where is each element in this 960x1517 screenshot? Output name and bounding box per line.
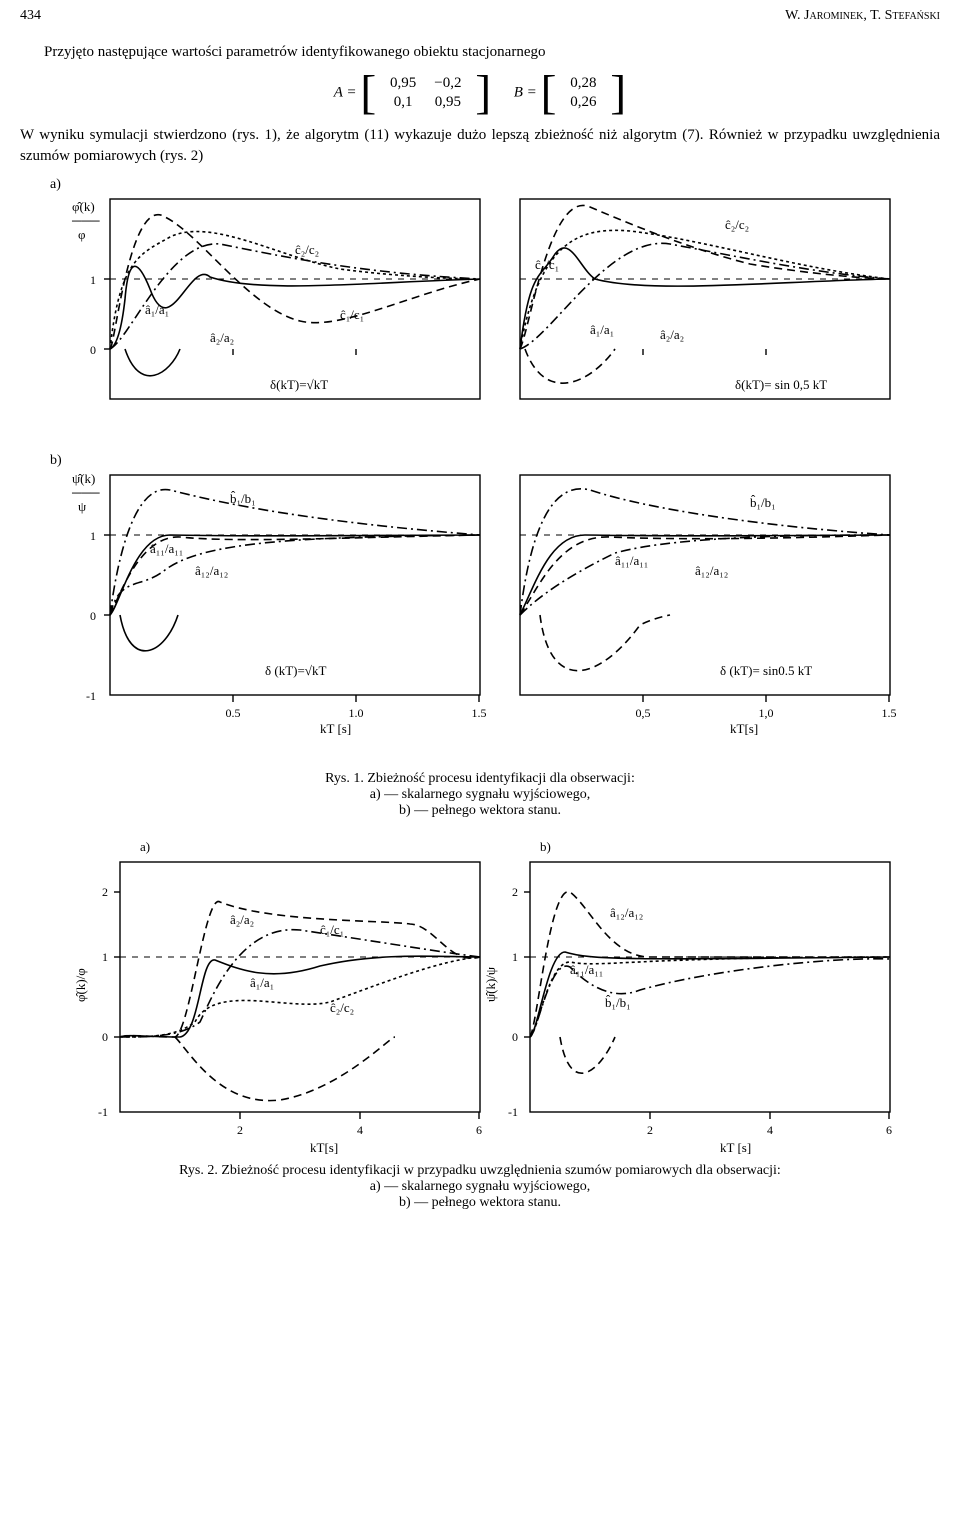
figure-2: a) b) 2 1 0 -1 â₂/a₂ ĉ₁/c₁ â₁/a bbox=[20, 837, 940, 1211]
B-00: 0,28 bbox=[562, 75, 604, 92]
bracket-close: ] bbox=[610, 73, 626, 113]
figure-1: a) 1 0 â₁/a₁ â₂/a₂ ĉ₁/c₁ ĉ₂/c₂ δ(kT)=√kT bbox=[20, 177, 940, 819]
fig1b-y0: 0 bbox=[90, 609, 96, 623]
f2r-a12: â₁₂/a₁₂ bbox=[610, 905, 643, 920]
f2-y1: 1 bbox=[102, 950, 108, 964]
bracket-close: ] bbox=[475, 73, 491, 113]
fig1b-delta-left: δ (kT)=√kT bbox=[265, 663, 326, 678]
f2r-x4: 4 bbox=[767, 1123, 773, 1137]
f2r-y2: 2 bbox=[512, 885, 518, 899]
f2-xlab-r: kT [s] bbox=[720, 1140, 751, 1155]
f1br-x10: 1,0 bbox=[759, 706, 774, 720]
fig1b-delta-right: δ (kT)= sin0.5 kT bbox=[720, 663, 812, 678]
paragraph-1: Przyjęto następujące wartości parametrów… bbox=[20, 42, 940, 63]
f2-ylab-b: ψ̂(k)/ψ bbox=[483, 967, 498, 1002]
f2-a2: â₂/a₂ bbox=[230, 912, 254, 927]
label-a1a1: â₁/a₁ bbox=[145, 302, 169, 317]
f1b-x10: 1.0 bbox=[349, 706, 364, 720]
f2-x2: 2 bbox=[237, 1123, 243, 1137]
fig1b-ylabel: ψ̂(k) ─── ψ bbox=[71, 471, 103, 514]
paragraph-2: W wyniku symulacji stwierdzono (rys. 1),… bbox=[20, 125, 940, 167]
page-header: 434 W. Jarominek, T. Stefański bbox=[20, 8, 940, 24]
fig1a-y0: 0 bbox=[90, 343, 96, 357]
fig1-caption: Rys. 1. Zbieżność procesu identyfikacji … bbox=[20, 771, 940, 819]
A-10: 0,1 bbox=[382, 94, 424, 111]
f2r-b1: b̂₁/b₁ bbox=[605, 995, 631, 1010]
f2r-y1: 1 bbox=[512, 950, 518, 964]
f2-y2: 2 bbox=[102, 885, 108, 899]
f1b-x05: 0.5 bbox=[226, 706, 241, 720]
fig1a-y1: 1 bbox=[90, 273, 96, 287]
f2-ylab-a: φ̂(k)/φ bbox=[73, 968, 88, 1002]
label-a11r: â₁₁/a₁₁ bbox=[615, 553, 648, 568]
fig1-xlabel-r: kT[s] bbox=[730, 721, 758, 736]
f1br-x05: 0,5 bbox=[636, 706, 651, 720]
label-b1b1: b̂₁/b₁ bbox=[230, 491, 256, 506]
fig1-row-b: 1 0 -1 b̂₁/b₁ â₁₁/a₁₁ â₁₂/a₁₂ δ (kT)=√kT… bbox=[40, 465, 920, 765]
fig2-cap-a: a) — skalarnego sygnału wyjściowego, bbox=[20, 1179, 940, 1195]
f2-c1: ĉ₁/c₁ bbox=[320, 922, 344, 937]
f2r-ym1: -1 bbox=[508, 1105, 518, 1119]
label-a2a2: â₂/a₂ bbox=[210, 330, 234, 345]
f2r-x2: 2 bbox=[647, 1123, 653, 1137]
fig2-cap-b: b) — pełnego wektora stanu. bbox=[20, 1195, 940, 1211]
label-c2c2: ĉ₂/c₂ bbox=[295, 242, 319, 257]
matrix-definitions: A = [ 0,95−0,2 0,10,95 ] B = [ 0,28 0,26… bbox=[20, 73, 940, 113]
label-c1c1r: ĉ₁/c₁ bbox=[535, 257, 559, 272]
label-c2c2r: ĉ₂/c₂ bbox=[725, 217, 749, 232]
fig1a-delta-right: δ(kT)= sin 0,5 kT bbox=[735, 377, 827, 392]
A-01: −0,2 bbox=[426, 75, 469, 92]
B-10: 0,26 bbox=[562, 94, 604, 111]
label-a11: â₁₁/a₁₁ bbox=[150, 541, 183, 556]
page-number: 434 bbox=[20, 8, 41, 24]
label-a2a2r: â₂/a₂ bbox=[660, 327, 684, 342]
A-11: 0,95 bbox=[426, 94, 469, 111]
label-b1b1r: b̂₁/b₁ bbox=[750, 495, 776, 510]
bracket-open: [ bbox=[541, 73, 557, 113]
f2r-a11: â₁₁/a₁₁ bbox=[570, 962, 603, 977]
fig1b-ym1: -1 bbox=[86, 689, 96, 703]
fig2-cap-title: Rys. 2. Zbieżność procesu identyfikacji … bbox=[179, 1163, 781, 1178]
f2-c2: ĉ₂/c₂ bbox=[330, 1000, 354, 1015]
fig2-label-a: a) bbox=[140, 839, 150, 854]
f2r-y0: 0 bbox=[512, 1030, 518, 1044]
f2-a1: â₁/a₁ bbox=[250, 975, 274, 990]
fig2-caption: Rys. 2. Zbieżność procesu identyfikacji … bbox=[20, 1163, 940, 1211]
page-authors: W. Jarominek, T. Stefański bbox=[785, 8, 940, 24]
label-c1c1: ĉ₁/c₁ bbox=[340, 307, 364, 322]
matrix-B: 0,28 0,26 bbox=[560, 73, 606, 113]
label-a12: â₁₂/a₁₂ bbox=[195, 563, 228, 578]
matrix-A: 0,95−0,2 0,10,95 bbox=[380, 73, 471, 113]
B-label: B = bbox=[514, 84, 537, 100]
f1br-x15: 1.5 bbox=[882, 706, 897, 720]
fig1b-y1: 1 bbox=[90, 529, 96, 543]
bracket-open: [ bbox=[360, 73, 376, 113]
label-a1a1r: â₁/a₁ bbox=[590, 322, 614, 337]
fig1-xlabel-l: kT [s] bbox=[320, 721, 351, 736]
fig1a-delta-left: δ(kT)=√kT bbox=[270, 377, 328, 392]
A-label: A = bbox=[334, 84, 357, 100]
f2r-x6: 6 bbox=[886, 1123, 892, 1137]
fig1-row-a: 1 0 â₁/a₁ â₂/a₂ ĉ₁/c₁ ĉ₂/c₂ δ(kT)=√kT φ̂… bbox=[40, 189, 920, 449]
f1b-x15: 1.5 bbox=[472, 706, 487, 720]
fig2-svg: a) b) 2 1 0 -1 â₂/a₂ ĉ₁/c₁ â₁/a bbox=[40, 837, 920, 1157]
fig2-label-b: b) bbox=[540, 839, 551, 854]
f2-xlab-l: kT[s] bbox=[310, 1140, 338, 1155]
fig1-cap-b: b) — pełnego wektora stanu. bbox=[20, 803, 940, 819]
f2-ym1: -1 bbox=[98, 1105, 108, 1119]
f2-y0: 0 bbox=[102, 1030, 108, 1044]
f2-x4: 4 bbox=[357, 1123, 363, 1137]
A-00: 0,95 bbox=[382, 75, 424, 92]
fig1-cap-a: a) — skalarnego sygnału wyjściowego, bbox=[20, 787, 940, 803]
f2-x6: 6 bbox=[476, 1123, 482, 1137]
fig1a-ylabel: φ̂(k) ─── φ bbox=[71, 199, 103, 242]
fig1-cap-title: Rys. 1. Zbieżność procesu identyfikacji … bbox=[325, 771, 635, 786]
label-a12r: â₁₂/a₁₂ bbox=[695, 563, 728, 578]
